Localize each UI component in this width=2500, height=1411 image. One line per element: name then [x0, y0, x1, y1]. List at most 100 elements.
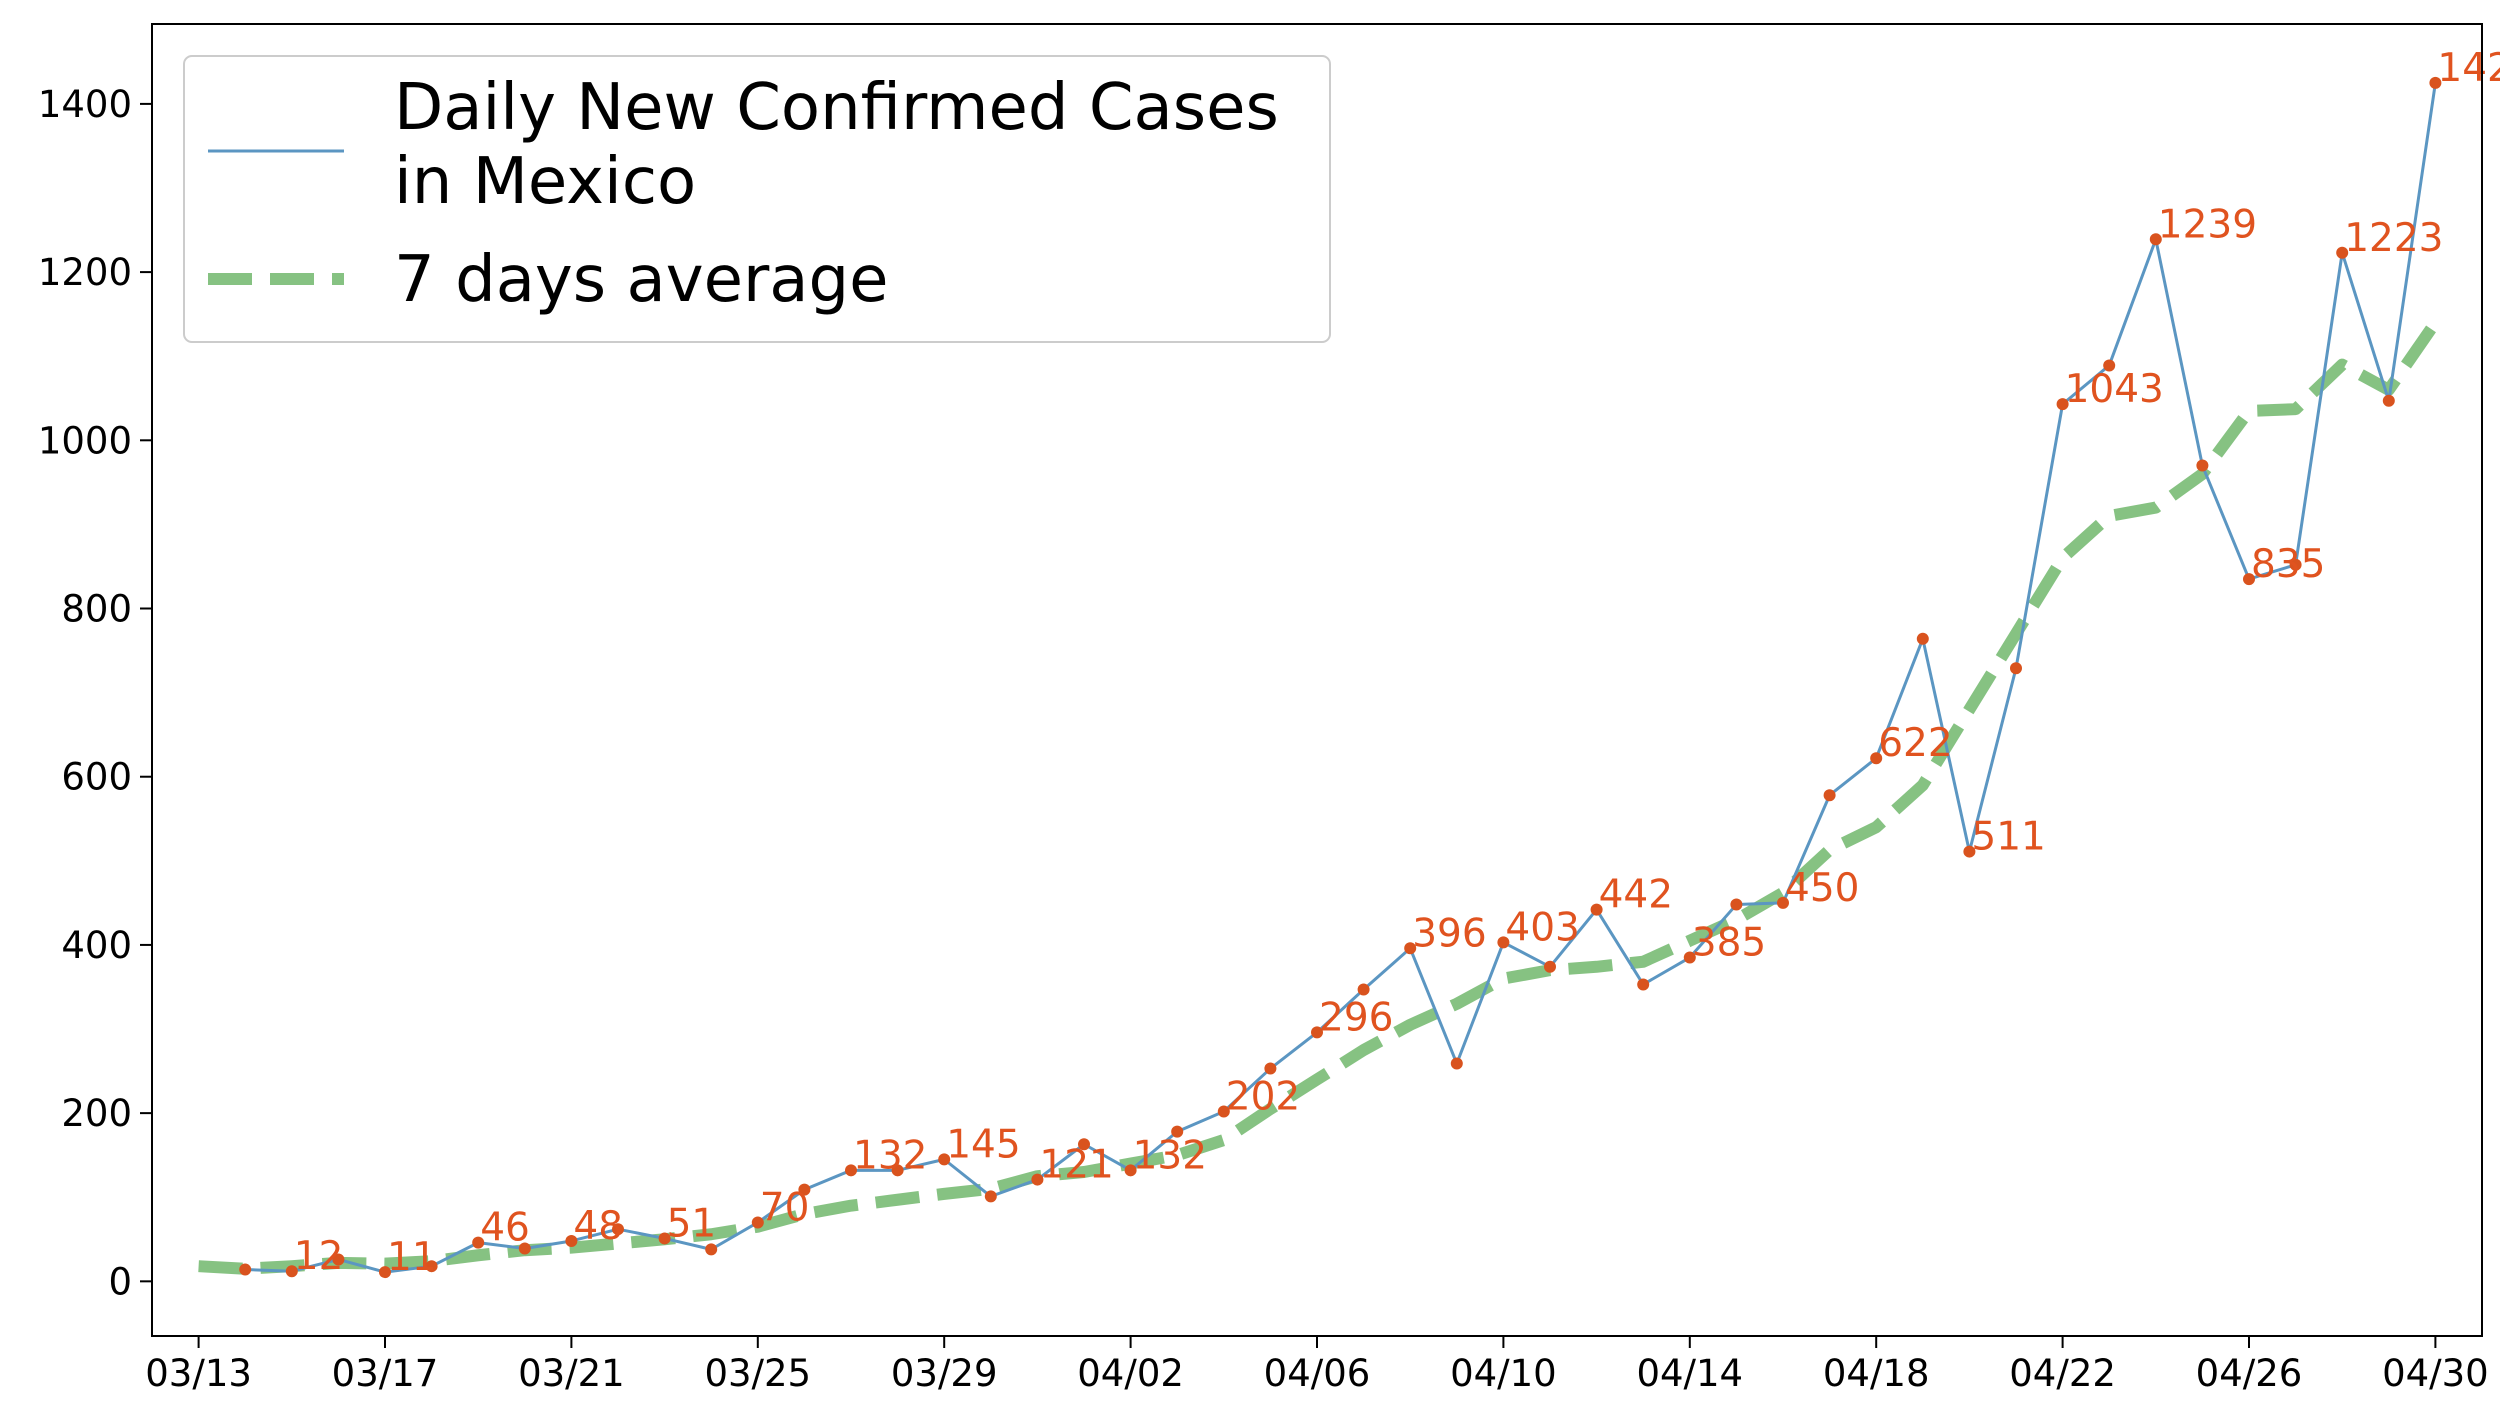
x-axis-ticks: 03/13 03/17 03/21 03/25 03/29 04/02 04/06 04/10…	[145, 1336, 2489, 1395]
legend-average-label: 7 days average	[394, 243, 888, 317]
y-tick-label: 200	[61, 1092, 132, 1135]
daily-point	[612, 1223, 624, 1236]
daily-point	[2382, 394, 2395, 407]
data-label: 51	[667, 1201, 717, 1246]
x-tick-label: 04/14	[1636, 1352, 1743, 1395]
data-label: 121	[1039, 1143, 1113, 1188]
plot-frame	[151, 23, 2483, 1337]
daily-point	[1544, 960, 1556, 973]
data-label: 132	[1133, 1133, 1207, 1178]
data-label: 1239	[2158, 202, 2257, 247]
daily-point	[1171, 1125, 1184, 1138]
data-label: 442	[1599, 873, 1673, 918]
daily-point	[705, 1243, 718, 1256]
daily-point	[332, 1253, 345, 1266]
daily-point	[379, 1266, 391, 1279]
data-label: 403	[1505, 905, 1579, 950]
x-tick-label: 04/30	[2382, 1352, 2489, 1395]
x-tick-label: 04/26	[2196, 1352, 2303, 1395]
x-tick-label: 04/18	[1823, 1352, 1930, 1395]
daily-point	[1357, 983, 1370, 996]
daily-point	[1590, 903, 1603, 916]
data-label: 622	[1878, 721, 1952, 766]
data-label: 835	[2251, 542, 2325, 587]
daily-point	[1124, 1164, 1137, 1177]
data-label: 1223	[2344, 216, 2443, 261]
x-tick-label: 04/02	[1077, 1352, 1184, 1395]
daily-point	[518, 1242, 531, 1255]
daily-point	[1870, 752, 1883, 765]
x-tick-label: 03/29	[891, 1352, 998, 1395]
data-label: 12	[294, 1234, 344, 1279]
data-label: 145	[946, 1122, 1020, 1167]
x-tick-label: 03/13	[145, 1352, 252, 1395]
y-tick-label: 0	[108, 1260, 132, 1303]
daily-point	[1078, 1138, 1090, 1151]
daily-point	[1450, 1057, 1463, 1070]
y-tick-label: 1000	[38, 419, 132, 462]
x-tick-label: 03/21	[518, 1352, 625, 1395]
daily-point	[891, 1164, 904, 1177]
daily-point	[472, 1236, 485, 1249]
daily-point	[1031, 1173, 1044, 1186]
legend-daily-label-line2: in Mexico	[394, 145, 696, 219]
daily-point	[565, 1234, 578, 1247]
daily-point	[938, 1153, 951, 1166]
daily-point	[1637, 978, 1650, 991]
daily-point	[2336, 246, 2349, 259]
data-label: 450	[1785, 866, 1859, 911]
x-tick-label: 03/17	[332, 1352, 439, 1395]
data-labels: 12 11 46 48 51 70 132 145 121 132 202 296 396 403 442 3…	[294, 46, 2500, 1280]
daily-point	[2196, 459, 2209, 472]
daily-point	[239, 1263, 252, 1276]
data-label: 396	[1412, 911, 1486, 956]
daily-point	[1404, 942, 1417, 955]
daily-point	[2103, 359, 2116, 372]
average-series	[198, 319, 2441, 1275]
daily-point	[1264, 1062, 1277, 1075]
daily-point	[1777, 896, 1789, 909]
daily-point	[2056, 398, 2069, 411]
daily-point	[1497, 936, 1510, 949]
x-tick-label: 03/25	[704, 1352, 811, 1395]
daily-point	[984, 1190, 997, 1203]
daily-markers	[239, 76, 2442, 1279]
daily-point	[1916, 632, 1929, 645]
data-label: 132	[853, 1133, 927, 1178]
daily-cases-line	[245, 82, 2437, 1274]
x-tick-label: 04/10	[1450, 1352, 1557, 1395]
y-tick-label: 800	[61, 588, 132, 631]
daily-point	[2149, 233, 2162, 246]
daily-point	[751, 1216, 764, 1229]
data-label: 385	[1692, 921, 1766, 966]
data-label: 1043	[2065, 367, 2164, 412]
legend-daily-label-line1: Daily New Confirmed Cases	[394, 71, 1279, 145]
daily-point	[845, 1164, 857, 1177]
x-tick-label: 04/22	[2009, 1352, 2116, 1395]
legend-box	[183, 55, 1331, 343]
daily-point	[1311, 1026, 1323, 1039]
average-line	[198, 319, 2441, 1275]
legend-daily-label: Daily New Confirmed Cases in Mexico	[394, 71, 1299, 219]
data-label: 296	[1319, 995, 1393, 1040]
daily-point	[425, 1260, 438, 1273]
data-label: 70	[760, 1185, 810, 1230]
y-tick-label: 1400	[38, 83, 132, 126]
data-label: 511	[1971, 815, 2045, 860]
daily-point	[658, 1232, 671, 1245]
data-label: 46	[480, 1206, 530, 1251]
y-tick-label: 600	[61, 756, 132, 799]
data-label: 202	[1226, 1074, 1300, 1119]
daily-point	[2429, 76, 2442, 89]
x-tick-label: 04/06	[1264, 1352, 1371, 1395]
y-axis-ticks: 0 200 400 600 800 1000 1200 1400	[38, 83, 152, 1303]
daily-point	[798, 1183, 811, 1196]
y-tick-label: 400	[61, 924, 132, 967]
daily-point	[1683, 951, 1696, 964]
daily-point	[1823, 789, 1836, 802]
daily-point	[1730, 898, 1743, 911]
daily-point	[1963, 845, 1976, 858]
legend: Daily New Confirmed Cases in Mexico 7 da…	[183, 55, 1331, 343]
